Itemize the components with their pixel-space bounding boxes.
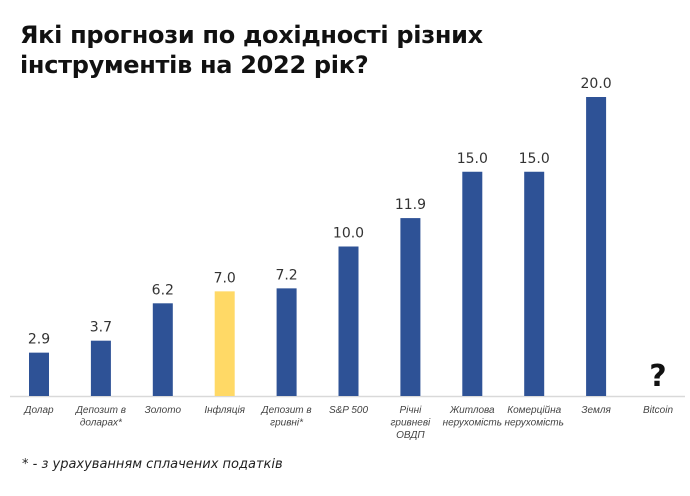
data-label: 11.9 — [395, 197, 426, 213]
category-label: Комерційна нерухомість — [504, 405, 563, 429]
category-label: Долар — [23, 405, 54, 416]
data-label: 6.2 — [152, 282, 174, 298]
category-label: Житлова нерухомість — [443, 405, 502, 429]
category-label: Bitcoin — [643, 405, 673, 416]
data-label: 3.7 — [90, 320, 112, 336]
data-label: 15.0 — [457, 151, 488, 167]
chart-title: Які прогнози по дохідності різних інстру… — [20, 21, 483, 79]
data-label: 7.2 — [275, 267, 297, 283]
data-label: 20.0 — [581, 76, 612, 92]
data-label: 15.0 — [519, 151, 550, 167]
bar — [400, 218, 421, 396]
bar — [276, 288, 297, 396]
data-label: 10.0 — [333, 226, 364, 242]
category-label: Інфляція — [204, 404, 245, 416]
category-label: Річні гривневі ОВДП — [391, 405, 432, 441]
category-label: S&P 500 — [329, 405, 369, 416]
bar — [152, 303, 173, 396]
bar — [214, 291, 235, 396]
bar — [338, 246, 359, 396]
bar — [586, 97, 607, 396]
data-label: 2.9 — [28, 332, 50, 348]
bar — [29, 352, 49, 396]
category-label: Депозит в доларах* — [75, 405, 126, 429]
data-label: ? — [649, 359, 666, 394]
category-label: Земля — [581, 405, 611, 416]
footnote: * - з урахуванням сплачених податків — [22, 457, 283, 472]
bar — [90, 340, 111, 396]
category-label: Золото — [145, 405, 182, 416]
category-label: Депозит в гривні* — [261, 405, 312, 429]
bar — [524, 171, 545, 396]
data-label: 7.0 — [214, 270, 236, 286]
bar — [462, 171, 483, 396]
